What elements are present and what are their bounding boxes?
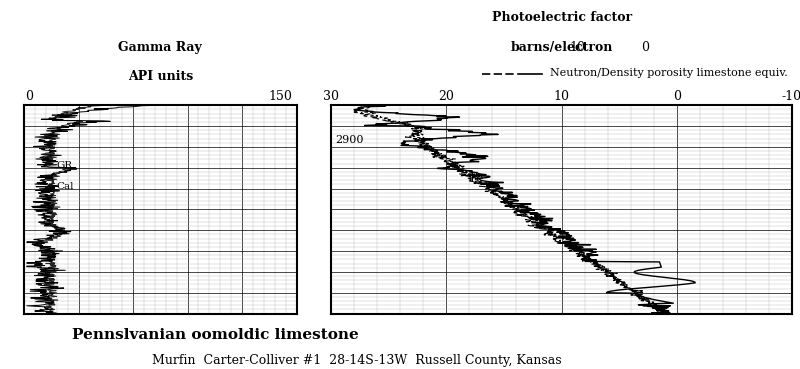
Text: 0: 0 (26, 90, 34, 103)
Text: 10: 10 (570, 41, 586, 54)
Text: 0: 0 (641, 41, 649, 54)
Text: -10: -10 (782, 90, 800, 103)
Text: Neutron/Density porosity limestone equiv.: Neutron/Density porosity limestone equiv… (550, 68, 787, 78)
Text: Murfin  Carter-Colliver #1  28-14S-13W  Russell County, Kansas: Murfin Carter-Colliver #1 28-14S-13W Rus… (152, 354, 562, 367)
Text: Pe: Pe (470, 172, 484, 185)
Text: Pennslvanian oomoldic limestone: Pennslvanian oomoldic limestone (72, 328, 358, 342)
Text: Photoelectric factor: Photoelectric factor (491, 11, 632, 24)
Text: 150: 150 (269, 90, 293, 103)
Text: 2900: 2900 (335, 135, 364, 145)
Text: 0: 0 (673, 90, 681, 103)
Text: GR: GR (57, 161, 73, 170)
Text: 10: 10 (554, 90, 570, 103)
Text: Gamma Ray: Gamma Ray (118, 41, 202, 54)
Text: 30: 30 (323, 90, 339, 103)
Text: barns/electron: barns/electron (510, 41, 613, 54)
Text: Cal: Cal (57, 182, 74, 190)
Text: API units: API units (128, 70, 193, 83)
Text: 20: 20 (438, 90, 454, 103)
